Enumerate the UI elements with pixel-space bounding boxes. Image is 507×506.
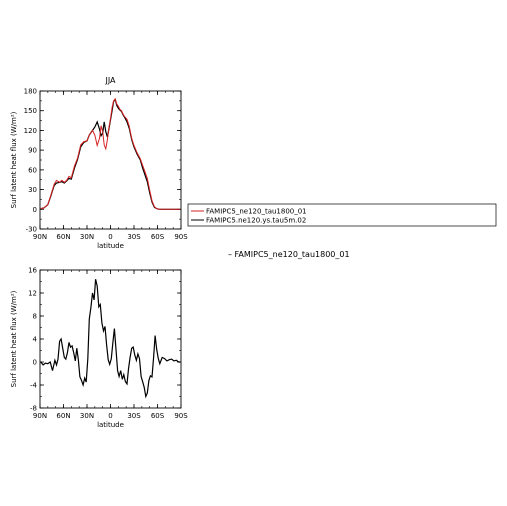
bottom-series-line-1 [40, 279, 181, 399]
top-legend-box [187, 203, 497, 227]
top-legend-label-1: FAMIPC5_ne120_tau1800_01 [206, 208, 307, 216]
top-x-axis-label: latitude [97, 242, 124, 250]
top-x-tick-label: 30N [80, 233, 94, 241]
bottom-x-tick-label: 30S [127, 412, 141, 420]
bottom-x-tick-label: 90S [174, 412, 188, 420]
top-x-tick-label: 0 [108, 233, 112, 241]
bottom-panel: -8 -4 0 4 8 12 16 90N 60N 30N 0 30S 60S 90S latitude Su… [10, 267, 188, 430]
bottom-y-tick-label: 0 [33, 359, 37, 367]
top-y-tick-label: 180 [24, 88, 37, 96]
bottom-legend-label: FAMIPC5_ne120_tau1800_01 [234, 250, 350, 259]
bottom-x-tick-label: 90N [33, 412, 47, 420]
bottom-y-axis-label: Surf latent heat flux (W/m²) [10, 290, 18, 387]
top-y-axis-label: Surf latent heat flux (W/m²) [10, 111, 18, 208]
top-plot-frame [39, 90, 182, 230]
top-x-tick-label: 30S [127, 233, 141, 241]
bottom-x-axis-label: latitude [97, 421, 124, 429]
top-x-tick-label: 90S [174, 233, 188, 241]
top-x-tick-label: 60S [151, 233, 165, 241]
top-legend: FAMIPC5_ne120_tau1800_01FAMIPC5.ne120.ys… [187, 203, 497, 227]
top-series-line-1 [40, 97, 181, 210]
top-y-tick-label: 30 [28, 186, 37, 194]
bottom-y-tick-label: -4 [30, 382, 38, 390]
top-x-tick-label: 60N [56, 233, 70, 241]
bottom-y-tick-label: 12 [28, 290, 37, 298]
top-y-tick-label: -30 [26, 226, 37, 234]
top-y-tick-label: 60 [28, 166, 37, 174]
bottom-plot-frame [39, 269, 182, 409]
top-panel: JJA -30 0 30 60 90 120 150 180 90N 60N 30N 0 30S 60S 90… [10, 76, 188, 250]
top-y-tick-label: 90 [28, 147, 37, 155]
bottom-y-tick-label: 8 [33, 313, 37, 321]
bottom-y-tick-label: -8 [30, 405, 37, 413]
top-legend-label-2: FAMIPC5.ne120.ys.tau5m.02 [206, 217, 306, 225]
bottom-y-tick-label: 4 [33, 336, 38, 344]
bottom-legend: – FAMIPC5_ne120_tau1800_01 [228, 250, 350, 259]
bottom-x-tick-label: 0 [108, 412, 112, 420]
top-y-tick-label: 150 [24, 107, 37, 115]
bottom-y-tick-label: 16 [28, 267, 37, 275]
top-y-tick-label: 0 [33, 206, 37, 214]
top-title: JJA [104, 76, 116, 85]
top-x-tick-label: 90N [33, 233, 47, 241]
top-y-tick-label: 120 [24, 127, 37, 135]
bottom-x-tick-label: 60S [151, 412, 165, 420]
bottom-legend-dash: – [228, 250, 235, 259]
bottom-x-tick-label: 30N [80, 412, 94, 420]
bottom-x-tick-label: 60N [56, 412, 70, 420]
